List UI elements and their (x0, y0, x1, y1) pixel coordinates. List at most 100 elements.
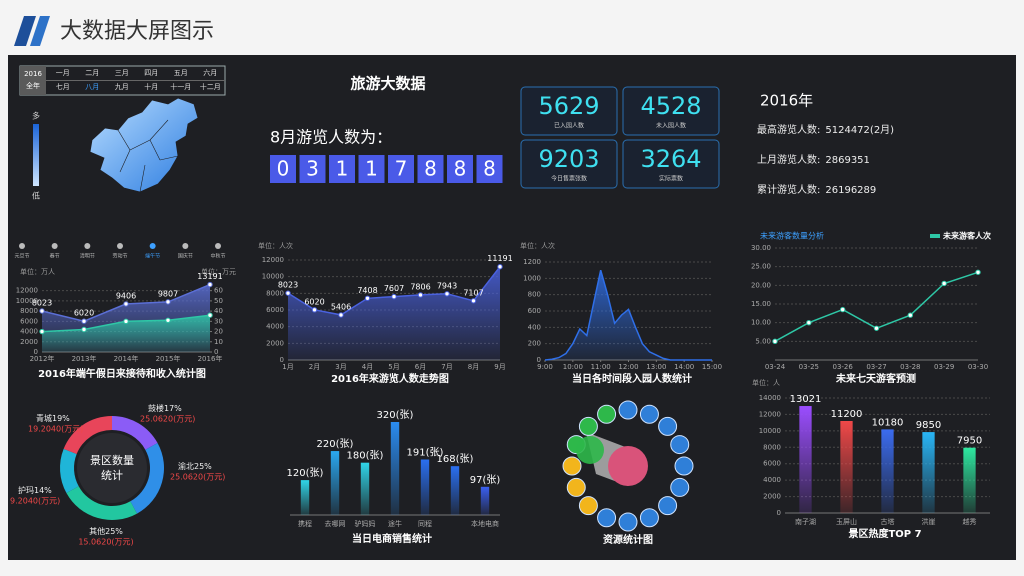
year-stat: 上月游览人数: 2869351 (757, 153, 870, 166)
month-option: 十月 (144, 82, 158, 91)
chart-title: 2016年端午假日来接待和收入统计图 (38, 367, 206, 380)
resource-node (618, 512, 638, 532)
holiday-icon (149, 243, 156, 249)
y-tick-label: 1200 (523, 258, 541, 266)
point (39, 308, 45, 314)
holiday-icon (19, 243, 25, 249)
slice-amount: 19.2040(万元) (28, 425, 83, 434)
x-tick-label: 03-26 (832, 363, 853, 371)
resource-node (670, 435, 690, 455)
y-tick-label: 4000 (20, 328, 38, 336)
y2-tick-label: 0 (214, 348, 218, 356)
slice-percent: 19% (52, 414, 70, 423)
x-tick-label: 3月 (335, 363, 346, 371)
y-tick-label: 4000 (266, 323, 284, 331)
slice-percent: 25% (105, 527, 123, 536)
y2-tick-label: 10 (214, 338, 223, 346)
value-label: 5406 (331, 302, 351, 311)
holiday-icon (84, 243, 91, 249)
digit: 1 (365, 157, 378, 181)
value-label: 11191 (487, 254, 512, 263)
digit: 0 (277, 157, 290, 181)
y-tick-label: 2000 (20, 338, 38, 346)
point (975, 269, 981, 275)
point (364, 295, 371, 301)
x-tick-label: 南子湖 (795, 517, 816, 526)
resource-node (562, 456, 582, 476)
y-tick-label: 30.00 (751, 244, 771, 252)
digit-box (270, 155, 296, 183)
bar (963, 447, 976, 513)
holiday-icon (215, 243, 221, 249)
digit-box (299, 155, 326, 183)
x-tick-label: 2013年 (72, 354, 97, 363)
holiday-label: 端午节 (145, 253, 160, 260)
y-tick-label: 2000 (763, 493, 781, 501)
month-option: 十一月 (170, 82, 191, 91)
value-label: 9850 (916, 420, 941, 431)
value-label: 180(张) (347, 450, 384, 462)
resource-title: 资源统计图 (603, 533, 653, 546)
stat-label: 上月游览人数: (757, 153, 820, 166)
y-tick-label: 8000 (266, 289, 284, 297)
slice-amount: 9.2040(万元) (10, 497, 60, 506)
digit-box (388, 155, 414, 183)
point (806, 319, 812, 326)
value-label: 191(张) (407, 446, 444, 458)
x-tick-label: 2014年 (114, 354, 139, 363)
resource-center (608, 446, 648, 486)
x-tick-label: 携程 (298, 519, 312, 528)
holiday-label: 元旦节 (14, 254, 29, 260)
y-tick-label: 10000 (759, 427, 781, 435)
x-tick-label: 12:00 (618, 363, 638, 371)
bar (450, 466, 460, 515)
point (941, 280, 947, 287)
slice-label: 护玛14% (18, 485, 52, 495)
digit: 8 (454, 157, 467, 181)
y2-unit: 单位：万元 (201, 267, 236, 276)
pie-slice (130, 442, 164, 514)
digit-box (476, 155, 503, 183)
value-label: 7107 (463, 288, 483, 297)
point (81, 326, 87, 333)
y-tick-label: 0 (777, 509, 781, 517)
y-tick-label: 1000 (523, 274, 541, 282)
slice-label: 其他25% (89, 526, 123, 536)
kpi-value: 5629 (538, 92, 599, 120)
value-label: 6020 (304, 297, 324, 306)
slice-label: 渝北25% (178, 461, 212, 471)
holiday-label: 劳动节 (112, 253, 127, 260)
value-label: 7408 (357, 286, 377, 295)
digit-box (417, 155, 444, 183)
x-tick-label: 4月 (362, 363, 373, 371)
chart-title: 2016年来游览人数走势图 (331, 372, 449, 385)
y-tick-label: 10000 (262, 273, 284, 281)
month-option: 七月 (56, 82, 70, 91)
x-tick-label: 9月 (494, 363, 505, 371)
header-icon (30, 16, 50, 46)
bar (922, 432, 935, 513)
point (444, 291, 450, 297)
y-tick-label: 800 (528, 291, 541, 299)
resource-node (618, 400, 638, 420)
holiday-label: 中秋节 (210, 253, 225, 260)
holiday-icon (51, 243, 58, 249)
value-label: 120(张) (287, 467, 324, 479)
y-unit: 单位：人 (752, 378, 780, 387)
y-tick-label: 20.00 (751, 281, 771, 289)
point (839, 306, 846, 313)
point (497, 264, 503, 270)
x-tick-label: 7月 (441, 363, 452, 371)
pie-slice (66, 486, 138, 520)
slice-amount: 15.0620(万元) (78, 538, 133, 547)
bar (840, 421, 853, 513)
y-tick-label: 0 (280, 356, 284, 364)
map-legend-bar (33, 124, 39, 186)
visitors-label: 8月游览人数为： (270, 128, 392, 147)
pie-center (77, 433, 147, 503)
x-tick-label: 洪崖 (922, 517, 936, 526)
value-label: 7806 (410, 282, 430, 291)
y-tick-label: 8000 (20, 307, 38, 315)
y-tick-label: 25.00 (751, 263, 771, 271)
